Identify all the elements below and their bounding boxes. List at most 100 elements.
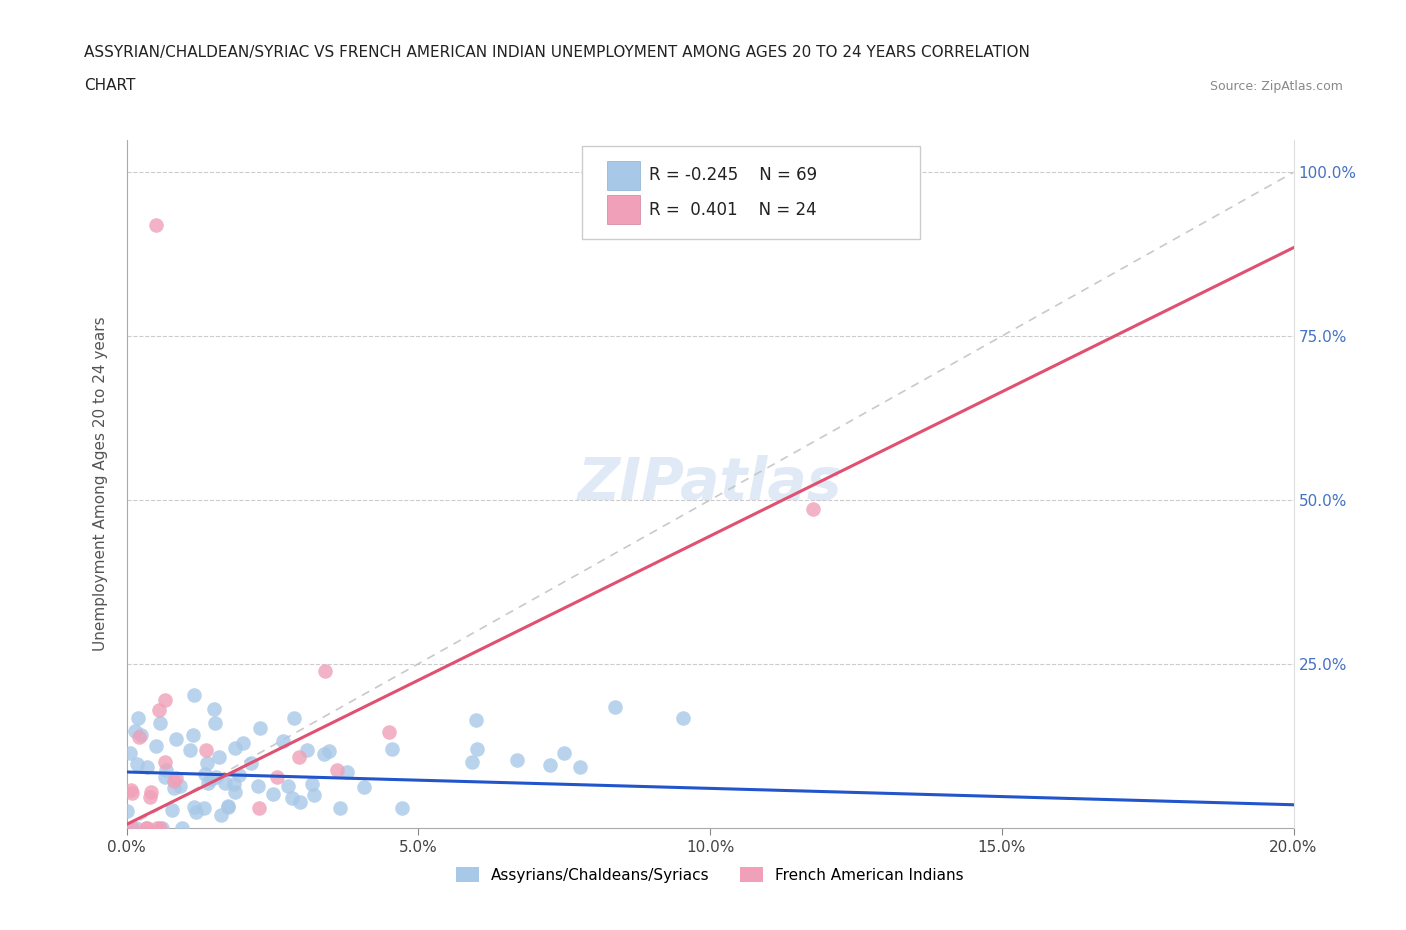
Bar: [607, 161, 640, 190]
Point: [209, 807, 232, 822]
Point: [150, 820, 173, 835]
Legend: Assyrians/Chaldeans/Syriacs, French American Indians: Assyrians/Chaldeans/Syriacs, French Amer…: [450, 860, 970, 889]
Point: [200, 771, 222, 786]
Point: [115, 804, 138, 818]
Point: [271, 734, 294, 749]
Point: [194, 766, 217, 781]
Point: [197, 776, 219, 790]
Point: [124, 724, 146, 738]
Point: [194, 742, 217, 757]
FancyBboxPatch shape: [582, 146, 920, 239]
Point: [125, 820, 148, 835]
Point: [336, 764, 359, 779]
Point: [155, 763, 177, 777]
Text: CHART: CHART: [84, 78, 136, 93]
Text: R = -0.245    N = 69: R = -0.245 N = 69: [650, 166, 817, 184]
Point: [312, 747, 335, 762]
Point: [249, 721, 271, 736]
Point: [461, 754, 484, 769]
Point: [217, 798, 239, 813]
Point: [149, 820, 172, 835]
Point: [329, 801, 352, 816]
Point: [391, 801, 413, 816]
Point: [224, 784, 246, 799]
Point: [277, 779, 299, 794]
Point: [569, 760, 592, 775]
Point: [120, 782, 142, 797]
Point: [160, 803, 183, 817]
Point: [281, 790, 304, 805]
Point: [163, 774, 186, 789]
Point: [170, 820, 193, 835]
Point: [153, 754, 176, 769]
Point: [288, 750, 311, 764]
Text: ZIPatlas: ZIPatlas: [578, 455, 842, 512]
Point: [128, 730, 150, 745]
Text: R =  0.401    N = 24: R = 0.401 N = 24: [650, 201, 817, 219]
Point: [186, 804, 208, 819]
Point: [129, 728, 152, 743]
Point: [214, 776, 236, 790]
Text: ASSYRIAN/CHALDEAN/SYRIAC VS FRENCH AMERICAN INDIAN UNEMPLOYMENT AMONG AGES 20 TO: ASSYRIAN/CHALDEAN/SYRIAC VS FRENCH AMERI…: [84, 46, 1031, 60]
Point: [672, 711, 695, 725]
Point: [163, 780, 186, 795]
Point: [139, 790, 162, 804]
Point: [326, 763, 349, 777]
Point: [283, 711, 305, 725]
Point: [169, 778, 191, 793]
Point: [153, 769, 176, 784]
Point: [266, 770, 288, 785]
Point: [465, 742, 488, 757]
Point: [181, 728, 204, 743]
Point: [204, 715, 226, 730]
Point: [246, 778, 269, 793]
Point: [228, 767, 250, 782]
Point: [301, 777, 323, 791]
Point: [314, 664, 336, 679]
Point: [295, 742, 318, 757]
Point: [247, 801, 270, 816]
Point: [127, 711, 149, 725]
Point: [202, 702, 225, 717]
Point: [179, 743, 201, 758]
Point: [136, 760, 159, 775]
Point: [136, 820, 159, 835]
Point: [141, 784, 163, 799]
Point: [193, 801, 215, 816]
Point: [135, 820, 157, 835]
Point: [239, 756, 262, 771]
Point: [553, 745, 575, 760]
Point: [149, 715, 172, 730]
Point: [801, 501, 824, 516]
Point: [145, 820, 167, 835]
Point: [377, 725, 399, 740]
Point: [224, 777, 246, 791]
Point: [148, 702, 170, 717]
Point: [353, 780, 375, 795]
Point: [231, 736, 253, 751]
Point: [538, 758, 561, 773]
Point: [207, 750, 229, 764]
Bar: [607, 195, 640, 224]
Point: [127, 757, 149, 772]
Point: [121, 820, 143, 835]
Point: [381, 742, 404, 757]
Point: [145, 218, 167, 232]
Point: [165, 770, 187, 785]
Point: [605, 699, 627, 714]
Point: [120, 746, 142, 761]
Point: [145, 738, 167, 753]
Point: [302, 788, 325, 803]
Point: [183, 799, 205, 814]
Point: [183, 687, 205, 702]
Point: [205, 770, 228, 785]
Point: [121, 786, 143, 801]
Point: [465, 712, 488, 727]
Point: [506, 753, 529, 768]
Point: [165, 732, 187, 747]
Text: Source: ZipAtlas.com: Source: ZipAtlas.com: [1209, 80, 1343, 93]
Point: [195, 756, 218, 771]
Point: [224, 740, 246, 755]
Point: [217, 799, 239, 814]
Point: [153, 693, 176, 708]
